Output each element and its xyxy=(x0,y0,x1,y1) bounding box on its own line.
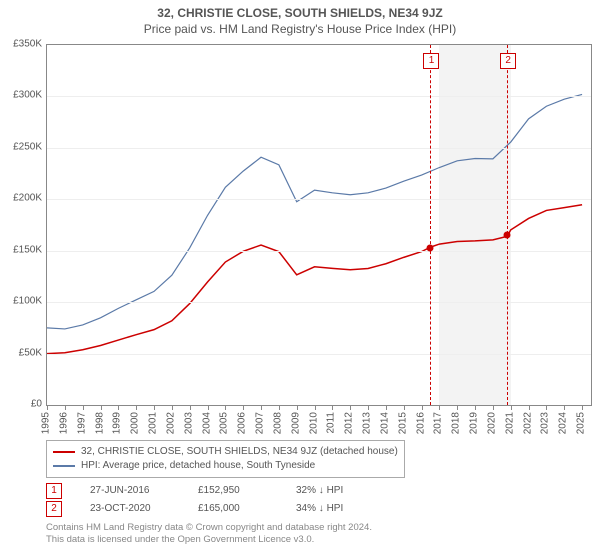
sale-marker-1: 1 xyxy=(46,483,62,499)
x-axis-label: 1997 xyxy=(76,412,87,434)
x-axis-label: 2015 xyxy=(397,412,408,434)
x-axis-label: 2021 xyxy=(504,412,515,434)
legend-item: 32, CHRISTIE CLOSE, SOUTH SHIELDS, NE34 … xyxy=(53,445,398,459)
sale-date: 23-OCT-2020 xyxy=(90,500,170,518)
x-axis-label: 2003 xyxy=(183,412,194,434)
x-axis-label: 1995 xyxy=(41,412,52,434)
x-axis-label: 2012 xyxy=(344,412,355,434)
legend-swatch-blue xyxy=(53,465,75,467)
y-axis-label: £350K xyxy=(2,39,42,50)
x-axis-label: 2023 xyxy=(540,412,551,434)
x-axis-label: 1998 xyxy=(94,412,105,434)
x-axis-label: 2022 xyxy=(522,412,533,434)
marker-dot-2 xyxy=(504,232,511,239)
x-axis-label: 2009 xyxy=(290,412,301,434)
x-axis-label: 2016 xyxy=(415,412,426,434)
x-axis-label: 2010 xyxy=(308,412,319,434)
x-axis-label: 2001 xyxy=(148,412,159,434)
x-axis-label: 2019 xyxy=(469,412,480,434)
sale-row: 2 23-OCT-2020 £165,000 34% ↓ HPI xyxy=(46,500,343,518)
legend-label: HPI: Average price, detached house, Sout… xyxy=(81,459,315,473)
legend-swatch-red xyxy=(53,451,75,453)
y-axis-label: £250K xyxy=(2,141,42,152)
x-axis-label: 1999 xyxy=(112,412,123,434)
y-axis-label: £0 xyxy=(2,399,42,410)
sale-price: £165,000 xyxy=(198,500,268,518)
marker-box-2: 2 xyxy=(500,53,516,69)
x-axis-label: 2000 xyxy=(130,412,141,434)
footer-text: Contains HM Land Registry data © Crown c… xyxy=(46,522,372,546)
x-axis-label: 2004 xyxy=(201,412,212,434)
x-axis-label: 2024 xyxy=(558,412,569,434)
y-axis-label: £150K xyxy=(2,244,42,255)
sale-delta: 34% ↓ HPI xyxy=(296,500,343,518)
x-axis-label: 2006 xyxy=(237,412,248,434)
footer-line-1: Contains HM Land Registry data © Crown c… xyxy=(46,522,372,534)
x-axis-label: 2011 xyxy=(326,412,337,434)
legend-item: HPI: Average price, detached house, Sout… xyxy=(53,459,398,473)
sales-table: 1 27-JUN-2016 £152,950 32% ↓ HPI 2 23-OC… xyxy=(46,482,343,518)
chart-subtitle: Price paid vs. HM Land Registry's House … xyxy=(0,20,600,36)
plot-area: 12 xyxy=(46,44,592,406)
y-axis-label: £300K xyxy=(2,90,42,101)
line-layer xyxy=(47,45,591,405)
y-axis-label: £50K xyxy=(2,347,42,358)
sale-row: 1 27-JUN-2016 £152,950 32% ↓ HPI xyxy=(46,482,343,500)
y-axis-label: £100K xyxy=(2,296,42,307)
x-axis-label: 2008 xyxy=(272,412,283,434)
sale-delta: 32% ↓ HPI xyxy=(296,482,343,500)
marker-box-1: 1 xyxy=(423,53,439,69)
chart-title: 32, CHRISTIE CLOSE, SOUTH SHIELDS, NE34 … xyxy=(0,0,600,20)
sale-marker-2: 2 xyxy=(46,501,62,517)
legend-box: 32, CHRISTIE CLOSE, SOUTH SHIELDS, NE34 … xyxy=(46,440,405,478)
x-axis-label: 2017 xyxy=(433,412,444,434)
x-axis-label: 2005 xyxy=(219,412,230,434)
y-axis-label: £200K xyxy=(2,193,42,204)
x-axis-label: 2018 xyxy=(451,412,462,434)
chart-container: 32, CHRISTIE CLOSE, SOUTH SHIELDS, NE34 … xyxy=(0,0,600,560)
sale-date: 27-JUN-2016 xyxy=(90,482,170,500)
x-axis-label: 2014 xyxy=(379,412,390,434)
x-axis-label: 2020 xyxy=(486,412,497,434)
legend-label: 32, CHRISTIE CLOSE, SOUTH SHIELDS, NE34 … xyxy=(81,445,398,459)
x-axis-label: 2025 xyxy=(576,412,587,434)
x-axis-label: 2007 xyxy=(255,412,266,434)
sale-price: £152,950 xyxy=(198,482,268,500)
x-axis-label: 1996 xyxy=(58,412,69,434)
footer-line-2: This data is licensed under the Open Gov… xyxy=(46,534,372,546)
x-axis-label: 2002 xyxy=(165,412,176,434)
marker-dot-1 xyxy=(427,244,434,251)
x-axis-label: 2013 xyxy=(362,412,373,434)
